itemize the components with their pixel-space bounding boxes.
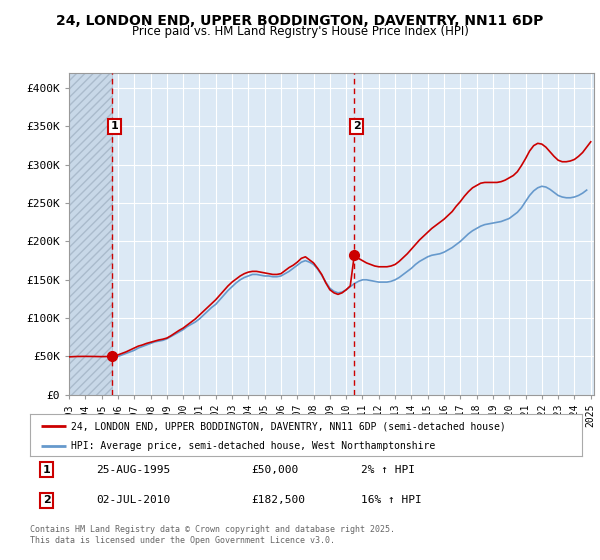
Text: 24, LONDON END, UPPER BODDINGTON, DAVENTRY, NN11 6DP: 24, LONDON END, UPPER BODDINGTON, DAVENT…	[56, 14, 544, 28]
Text: 2: 2	[43, 496, 50, 505]
Text: 2% ↑ HPI: 2% ↑ HPI	[361, 465, 415, 474]
Text: 2: 2	[353, 122, 361, 132]
Text: 1: 1	[43, 465, 50, 474]
Bar	[69, 73, 112, 395]
Text: HPI: Average price, semi-detached house, West Northamptonshire: HPI: Average price, semi-detached house,…	[71, 441, 436, 451]
Text: 24, LONDON END, UPPER BODDINGTON, DAVENTRY, NN11 6DP (semi-detached house): 24, LONDON END, UPPER BODDINGTON, DAVENT…	[71, 421, 506, 431]
Text: Contains HM Land Registry data © Crown copyright and database right 2025.
This d: Contains HM Land Registry data © Crown c…	[30, 525, 395, 545]
Text: 02-JUL-2010: 02-JUL-2010	[96, 496, 170, 505]
Text: Price paid vs. HM Land Registry's House Price Index (HPI): Price paid vs. HM Land Registry's House …	[131, 25, 469, 38]
Text: 1: 1	[111, 122, 119, 132]
Text: 25-AUG-1995: 25-AUG-1995	[96, 465, 170, 474]
Text: £182,500: £182,500	[251, 496, 305, 505]
Text: 16% ↑ HPI: 16% ↑ HPI	[361, 496, 422, 505]
Text: £50,000: £50,000	[251, 465, 298, 474]
